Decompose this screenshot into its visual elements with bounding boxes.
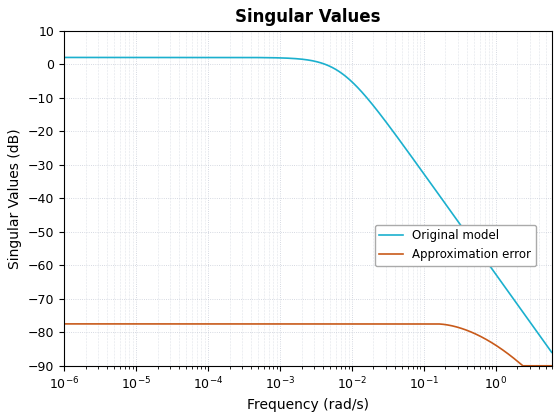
Original model — [548, 350, 555, 355]
Original model — [486, 263, 493, 268]
Original model — [116, 55, 123, 60]
Approximation error — [145, 321, 152, 326]
Original model — [145, 55, 152, 60]
X-axis label: Frequency (rad/s): Frequency (rad/s) — [247, 398, 369, 412]
Original model — [539, 336, 545, 341]
Approximation error — [520, 363, 526, 368]
Approximation error — [539, 363, 545, 368]
Line: Approximation error: Approximation error — [64, 324, 552, 366]
Approximation error — [548, 363, 555, 368]
Original model — [248, 55, 254, 60]
Line: Original model: Original model — [64, 58, 552, 352]
Legend: Original model, Approximation error: Original model, Approximation error — [375, 225, 536, 266]
Original model — [269, 55, 276, 60]
Title: Singular Values: Singular Values — [235, 8, 381, 26]
Approximation error — [248, 321, 254, 326]
Approximation error — [60, 321, 67, 326]
Y-axis label: Singular Values (dB): Singular Values (dB) — [8, 128, 22, 268]
Original model — [60, 55, 67, 60]
Approximation error — [486, 339, 493, 344]
Approximation error — [116, 321, 123, 326]
Approximation error — [269, 321, 276, 326]
